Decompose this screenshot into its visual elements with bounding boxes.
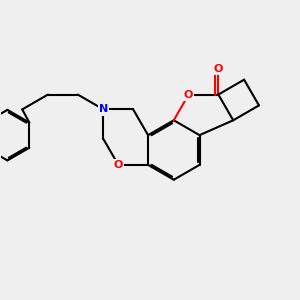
Text: O: O — [114, 160, 123, 170]
Text: N: N — [99, 104, 108, 114]
Text: O: O — [214, 64, 223, 74]
Text: O: O — [184, 89, 193, 100]
